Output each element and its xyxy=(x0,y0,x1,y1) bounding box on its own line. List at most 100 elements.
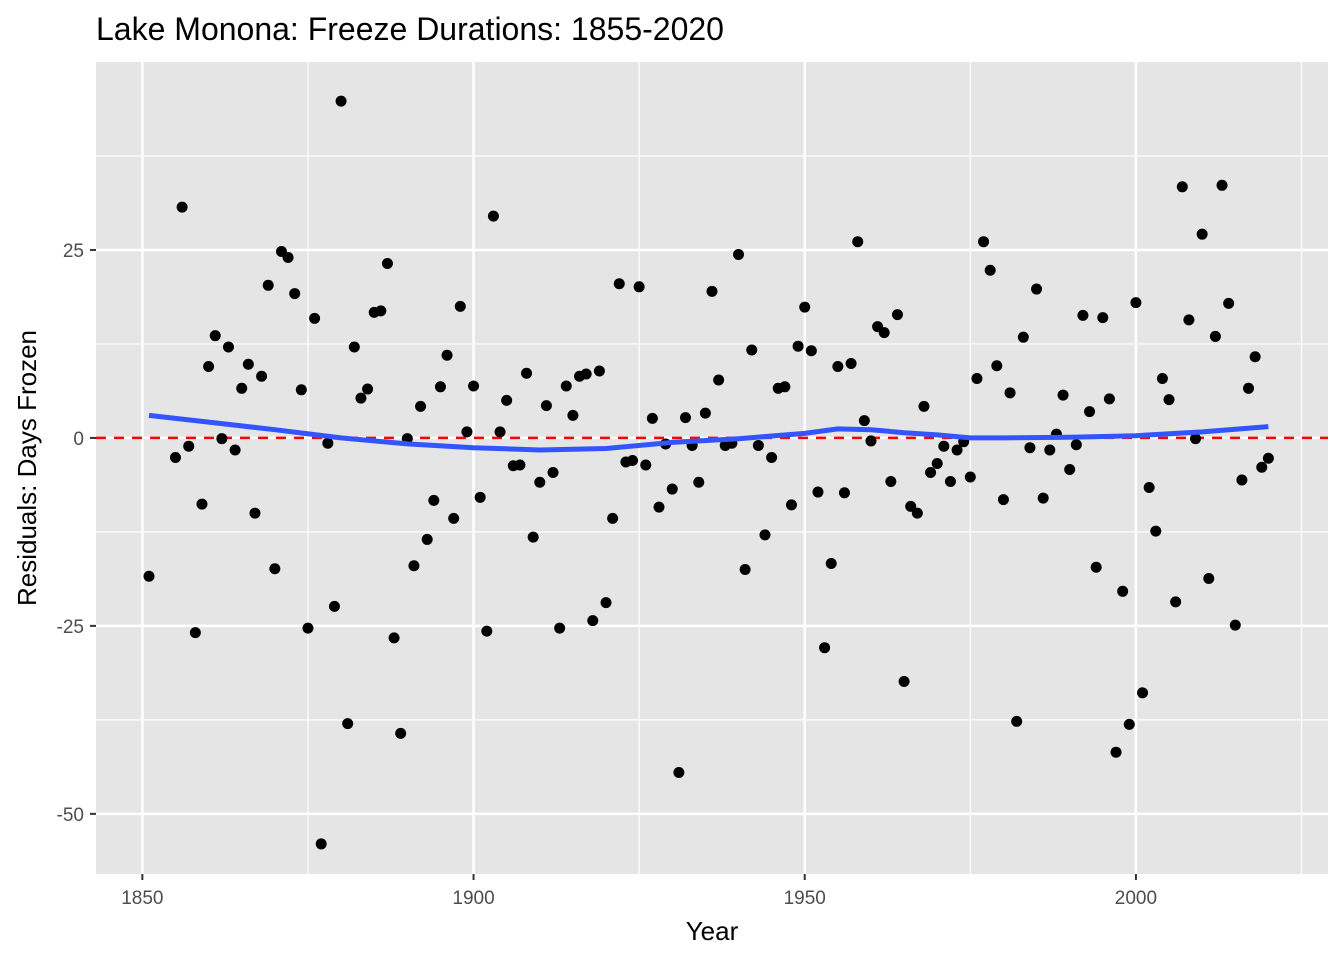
data-point xyxy=(971,373,983,385)
data-point xyxy=(1057,389,1069,401)
data-point xyxy=(461,426,473,438)
data-point xyxy=(1229,619,1241,631)
data-point xyxy=(1097,312,1109,324)
data-point xyxy=(865,435,877,447)
data-point xyxy=(1004,387,1016,399)
data-point xyxy=(713,374,725,386)
data-point xyxy=(375,305,387,317)
data-point xyxy=(567,409,579,421)
data-point xyxy=(229,444,241,456)
data-point xyxy=(501,394,513,406)
data-point xyxy=(653,501,665,513)
y-axis-title: Residuals: Days Frozen xyxy=(12,330,42,606)
data-point xyxy=(905,500,917,512)
x-tick-label: 1950 xyxy=(784,888,826,909)
data-point xyxy=(666,483,678,495)
data-point xyxy=(1064,464,1076,476)
data-point xyxy=(891,309,903,321)
data-point xyxy=(554,622,566,634)
data-point xyxy=(348,341,360,353)
data-point xyxy=(997,494,1009,506)
data-point xyxy=(1137,687,1149,699)
data-point xyxy=(1170,596,1182,608)
data-point xyxy=(381,257,393,269)
data-point xyxy=(408,560,420,572)
data-point xyxy=(1070,439,1082,451)
data-point xyxy=(852,236,864,248)
data-point xyxy=(222,341,234,353)
data-point xyxy=(355,392,367,404)
data-point xyxy=(1196,228,1208,240)
data-point xyxy=(832,361,844,372)
data-point xyxy=(878,327,890,339)
data-point xyxy=(898,676,910,688)
data-points xyxy=(143,95,1274,850)
data-point xyxy=(1017,331,1029,343)
data-point xyxy=(328,600,340,612)
data-point xyxy=(732,248,744,260)
data-point xyxy=(964,471,976,483)
data-point xyxy=(1044,444,1056,456)
data-point xyxy=(613,278,625,290)
data-point xyxy=(481,625,493,637)
data-point xyxy=(991,360,1003,372)
data-point xyxy=(494,426,506,438)
data-point xyxy=(1031,283,1043,295)
data-point xyxy=(315,838,327,850)
data-point xyxy=(262,279,274,291)
data-point xyxy=(1123,718,1135,730)
data-point xyxy=(216,433,228,445)
data-point xyxy=(951,444,963,456)
data-point xyxy=(428,494,440,506)
data-point xyxy=(421,533,433,545)
data-point xyxy=(1084,406,1096,418)
data-point xyxy=(1150,525,1162,537)
data-point xyxy=(1117,585,1129,597)
data-point xyxy=(534,476,546,488)
x-axis-title: Year xyxy=(686,916,739,946)
data-point xyxy=(1262,452,1274,464)
data-point xyxy=(269,563,281,575)
data-point xyxy=(1110,746,1122,758)
data-point xyxy=(302,622,314,634)
data-point xyxy=(911,507,923,519)
data-point xyxy=(395,727,407,739)
data-point xyxy=(944,476,956,488)
data-point xyxy=(607,512,619,524)
data-point xyxy=(938,440,950,452)
data-point xyxy=(189,627,201,639)
data-point xyxy=(706,285,718,297)
plot-panel xyxy=(96,62,1328,874)
y-tick-label: 0 xyxy=(73,429,84,450)
data-point xyxy=(633,281,645,293)
data-point xyxy=(1103,393,1115,405)
data-point xyxy=(1236,474,1248,486)
data-point xyxy=(527,531,539,543)
data-point xyxy=(746,344,758,356)
data-point xyxy=(627,454,639,466)
smooth-trend-line xyxy=(148,412,1269,453)
data-point xyxy=(342,718,354,730)
data-point xyxy=(540,400,552,412)
data-point xyxy=(322,437,334,449)
data-point xyxy=(514,459,526,471)
data-point xyxy=(335,95,347,107)
data-point xyxy=(845,357,857,369)
data-point xyxy=(242,358,254,370)
data-point xyxy=(388,632,400,644)
data-point xyxy=(282,251,294,263)
data-point xyxy=(295,384,307,396)
data-point xyxy=(1176,181,1188,193)
data-point xyxy=(1183,314,1195,326)
data-point xyxy=(236,382,248,394)
x-tick-label: 2000 xyxy=(1115,888,1157,909)
data-point xyxy=(739,564,751,575)
data-point xyxy=(673,767,685,778)
data-point xyxy=(454,300,466,312)
data-point xyxy=(1037,492,1049,504)
data-point xyxy=(256,370,268,382)
data-point xyxy=(918,400,930,412)
data-point xyxy=(143,570,155,582)
y-tick-label: -50 xyxy=(57,805,84,826)
